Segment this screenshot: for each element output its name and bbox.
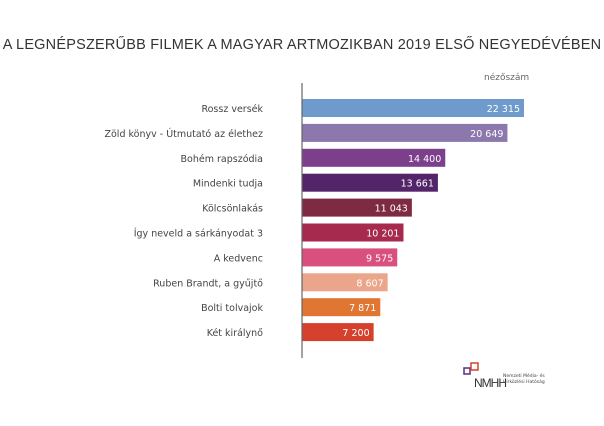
- bar: [302, 198, 412, 217]
- bar: [302, 273, 388, 292]
- logo-caption: Nemzeti Média- és Hírközlési Hatóság: [503, 374, 545, 385]
- data-label: 8 607: [356, 278, 383, 289]
- bar: [302, 148, 446, 167]
- category-label: A kedvenc: [214, 253, 263, 264]
- data-label: 9 575: [366, 253, 393, 264]
- data-label: 13 661: [401, 179, 434, 190]
- bar: [302, 298, 381, 317]
- data-label: 10 201: [366, 229, 399, 240]
- data-label: 20 649: [470, 129, 503, 140]
- bar: [302, 123, 508, 142]
- nmhh-logo-icon: NMHH: [463, 362, 507, 390]
- bar: [302, 173, 438, 192]
- category-label: Kölcsönlakás: [202, 204, 263, 215]
- bar: [302, 99, 524, 117]
- data-label: 22 315: [487, 104, 520, 115]
- category-label: Mindenki tudja: [193, 179, 263, 190]
- data-label: 7 200: [342, 328, 369, 339]
- category-label: Zöld könyv - Útmutató az élethez: [104, 128, 263, 140]
- chart-title: A LEGNÉPSZERŰBB FILMEK A MAGYAR ARTMOZIK…: [2, 37, 602, 53]
- category-label: Ruben Brandt, a gyűjtő: [153, 278, 263, 289]
- category-label: Így neveld a sárkányodat 3: [134, 228, 263, 240]
- bar: [302, 323, 374, 342]
- category-label: Két királynő: [207, 328, 263, 339]
- svg-text:NMHH: NMHH: [474, 376, 506, 390]
- category-label: Rossz versék: [201, 104, 263, 115]
- category-label: Bolti tolvajok: [201, 303, 263, 314]
- data-label: 7 871: [349, 303, 376, 314]
- data-label: 14 400: [408, 154, 441, 165]
- nmhh-logo: NMHH: [463, 362, 573, 390]
- unit-label: nézőszám: [484, 73, 530, 83]
- bar: [302, 248, 398, 267]
- category-label: Bohém rapszódia: [181, 154, 263, 165]
- bar: [302, 223, 404, 242]
- data-label: 11 043: [375, 204, 408, 215]
